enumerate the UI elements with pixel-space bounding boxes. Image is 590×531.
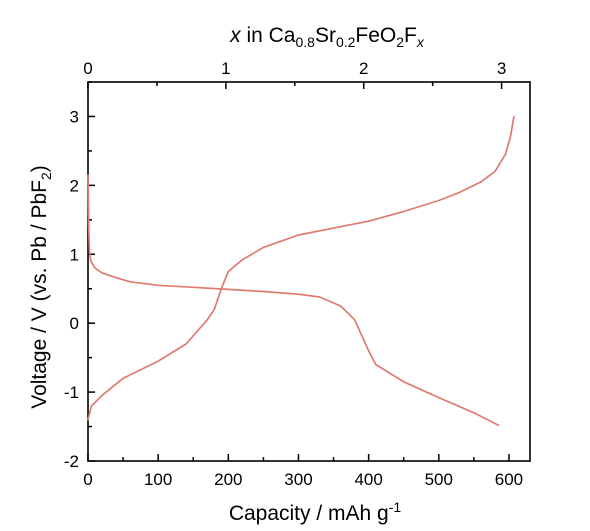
series-line-2: [87, 115, 515, 421]
x-tick-label: 500: [425, 470, 453, 489]
x-tick-label: 400: [354, 470, 382, 489]
top-x-tick-label: 3: [497, 59, 506, 78]
x-tick-label: 600: [495, 470, 523, 489]
y-tick-label: 3: [70, 107, 79, 126]
y-tick-label: 0: [70, 314, 79, 333]
y-tick-label: 2: [70, 176, 79, 195]
top-axis-title: x in Ca0.8Sr0.2FeO2Fx: [229, 24, 425, 50]
y-tick-label: 1: [70, 245, 79, 264]
x-tick-label: 200: [214, 470, 242, 489]
top-x-tick-label: 1: [221, 59, 230, 78]
y-tick-label: -2: [64, 452, 79, 471]
x-tick-label: 100: [144, 470, 172, 489]
y-tick-label: -1: [64, 383, 79, 402]
x-tick-label: 0: [83, 470, 92, 489]
y-axis-title: Voltage / V (vs. Pb / PbF2): [28, 165, 54, 409]
x-tick-label: 300: [284, 470, 312, 489]
series-line-1: [87, 174, 500, 427]
x-axis-title: Capacity / mAh g-1: [229, 499, 402, 525]
plot-frame: [87, 81, 531, 462]
top-x-tick-label: 0: [83, 59, 92, 78]
top-x-tick-label: 2: [359, 59, 368, 78]
